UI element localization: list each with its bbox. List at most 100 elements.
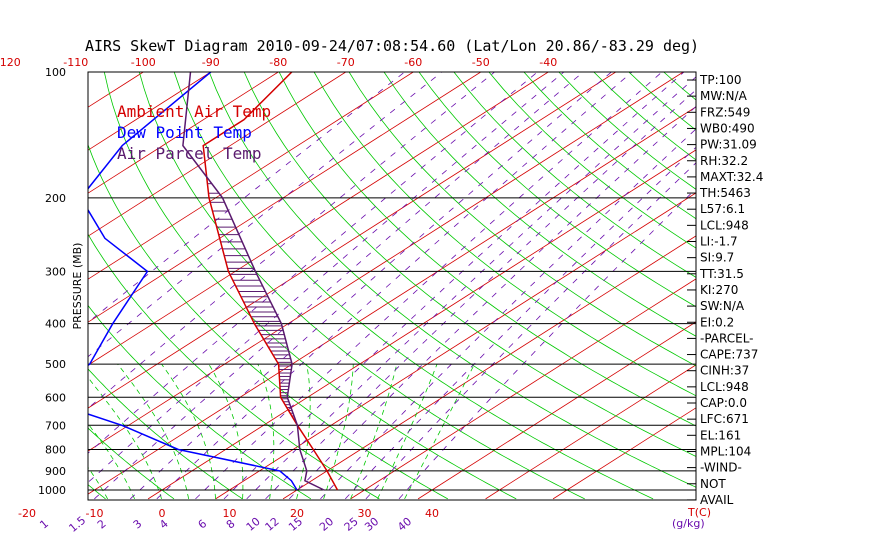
top-temp-tick-label: -100 <box>131 56 156 69</box>
mixing-ratio-line <box>320 128 696 500</box>
dry-adiabat-line <box>88 233 380 500</box>
moist-adiabat-line <box>377 364 438 500</box>
dry-adiabat-line <box>173 72 654 500</box>
top-temp-tick-label: -70 <box>337 56 355 69</box>
pressure-tick-label: 600 <box>45 391 66 404</box>
mixing-ratio-line <box>345 146 696 500</box>
mixing-ratio-tick-label: 10 <box>244 515 263 534</box>
dry-adiabat-line <box>138 72 585 500</box>
legend-entry: Air Parcel Temp <box>117 144 262 163</box>
isotherm-line <box>88 72 279 194</box>
bottom-temp-tick-label: 30 <box>358 507 372 520</box>
sounding-index: LCL:948 <box>700 380 749 394</box>
isotherm-line <box>350 278 696 500</box>
ambient-temp-line <box>202 72 339 491</box>
dry-adiabat-line <box>208 72 696 488</box>
dry-adiabat-line <box>88 427 175 500</box>
isotherm-line <box>417 321 696 500</box>
mixing-ratio-line <box>88 72 538 454</box>
mixing-ratio-line <box>130 72 612 500</box>
parcel-temp-line <box>182 72 325 491</box>
moist-adiabat-line <box>208 364 244 499</box>
moist-adiabat-line <box>404 364 475 500</box>
sounding-index: CAP:0.0 <box>700 396 747 410</box>
mixing-ratio-tick-label: 0.5 <box>0 514 1 535</box>
mixing-ratio-line <box>195 72 663 500</box>
sounding-index: LFC:671 <box>700 412 749 426</box>
mixing-ratio-tick-label: 12 <box>263 515 282 534</box>
isotherm-line <box>88 72 616 409</box>
dry-adiabat-line <box>734 72 870 499</box>
sounding-index: CINH:37 <box>700 364 749 378</box>
dry-adiabat-line <box>88 304 312 500</box>
dry-adiabat-line <box>0 72 37 499</box>
bottom-temp-tick-label: -20 <box>18 507 36 520</box>
dry-adiabat-line <box>453 72 696 278</box>
isotherm-line <box>215 192 696 500</box>
mixing-ratio-line <box>398 188 696 500</box>
moist-adiabat-line <box>0 364 81 499</box>
dry-adiabat-line <box>313 72 696 397</box>
moist-adiabat-line <box>257 364 275 499</box>
sounding-index: -WIND- <box>700 461 742 475</box>
mixing-ratio-tick-label: 6 <box>196 517 210 531</box>
sounding-index: MPL:104 <box>700 444 751 458</box>
bottom-temp-tick-label: 10 <box>223 507 237 520</box>
dry-adiabat-line <box>804 72 870 499</box>
dewpoint-line <box>88 72 298 491</box>
plot-frame <box>87 71 697 501</box>
dry-adiabat-line <box>348 72 696 367</box>
sounding-index: NOT <box>700 477 726 491</box>
moist-adiabat-line <box>88 376 162 500</box>
top-temp-tick-label: -60 <box>404 56 422 69</box>
sounding-index: FRZ:549 <box>700 105 750 119</box>
mixing-ratio-line <box>223 72 685 500</box>
pressure-tick-label: 900 <box>45 465 66 478</box>
pressure-tick-label: 300 <box>45 265 66 278</box>
pressure-tick-label: 400 <box>45 318 66 331</box>
top-temp-tick-label: -80 <box>269 56 287 69</box>
sounding-index: RH:32.2 <box>700 154 748 168</box>
isotherm-line <box>282 235 696 500</box>
sounding-index: TP:100 <box>699 73 742 87</box>
top-temp-tick-label: -90 <box>202 56 220 69</box>
pressure-tick-label: 200 <box>45 192 66 205</box>
moist-adiabat-line <box>88 423 135 500</box>
isotherm-line <box>88 72 346 237</box>
isotherm-line <box>88 72 481 323</box>
mixing-ratio-line <box>88 72 405 323</box>
sounding-index: SI:9.7 <box>700 251 734 265</box>
mixing-ratio-line <box>94 72 584 500</box>
moist-adiabat-line <box>88 466 108 500</box>
mixing-ratio-line <box>246 76 696 500</box>
top-temp-tick-label: -40 <box>539 56 557 69</box>
isotherm-line <box>88 72 549 366</box>
sounding-index: TT:31.5 <box>699 267 744 281</box>
mixing-ratio-line <box>289 105 696 500</box>
top-temp-tick-label: -50 <box>472 56 490 69</box>
moist-adiabat-line <box>161 363 216 499</box>
mixing-ratio-tick-label: 20 <box>317 515 336 534</box>
moist-adiabat-line <box>350 364 398 500</box>
dry-adiabat-line <box>523 72 696 220</box>
mixing-ratio-line <box>156 72 633 500</box>
sounding-index: MW:N/A <box>700 89 748 103</box>
dry-adiabat-line <box>488 72 696 249</box>
sounding-index: CAPE:737 <box>700 348 758 362</box>
mixing-ratio-unit-label: (g/kg) <box>672 517 705 530</box>
dry-adiabat-line <box>769 72 870 499</box>
top-temp-tick-label: -110 <box>63 56 88 69</box>
top-temp-tick-label: -120 <box>0 56 21 69</box>
isotherm-line <box>0 72 8 499</box>
sounding-index: -PARCEL- <box>700 331 754 345</box>
mixing-ratio-line <box>365 162 696 500</box>
chart-title: AIRS SkewT Diagram 2010-09-24/07:08:54.6… <box>85 37 699 55</box>
dry-adiabat-line <box>418 72 696 308</box>
sounding-index: SW:N/A <box>700 299 745 313</box>
isotherm-line <box>0 72 76 499</box>
pressure-tick-label: 500 <box>45 358 66 371</box>
sounding-index: WB0:490 <box>700 121 755 135</box>
pressure-tick-label: 800 <box>45 443 66 456</box>
bottom-axis-label: T(C) <box>687 506 711 519</box>
